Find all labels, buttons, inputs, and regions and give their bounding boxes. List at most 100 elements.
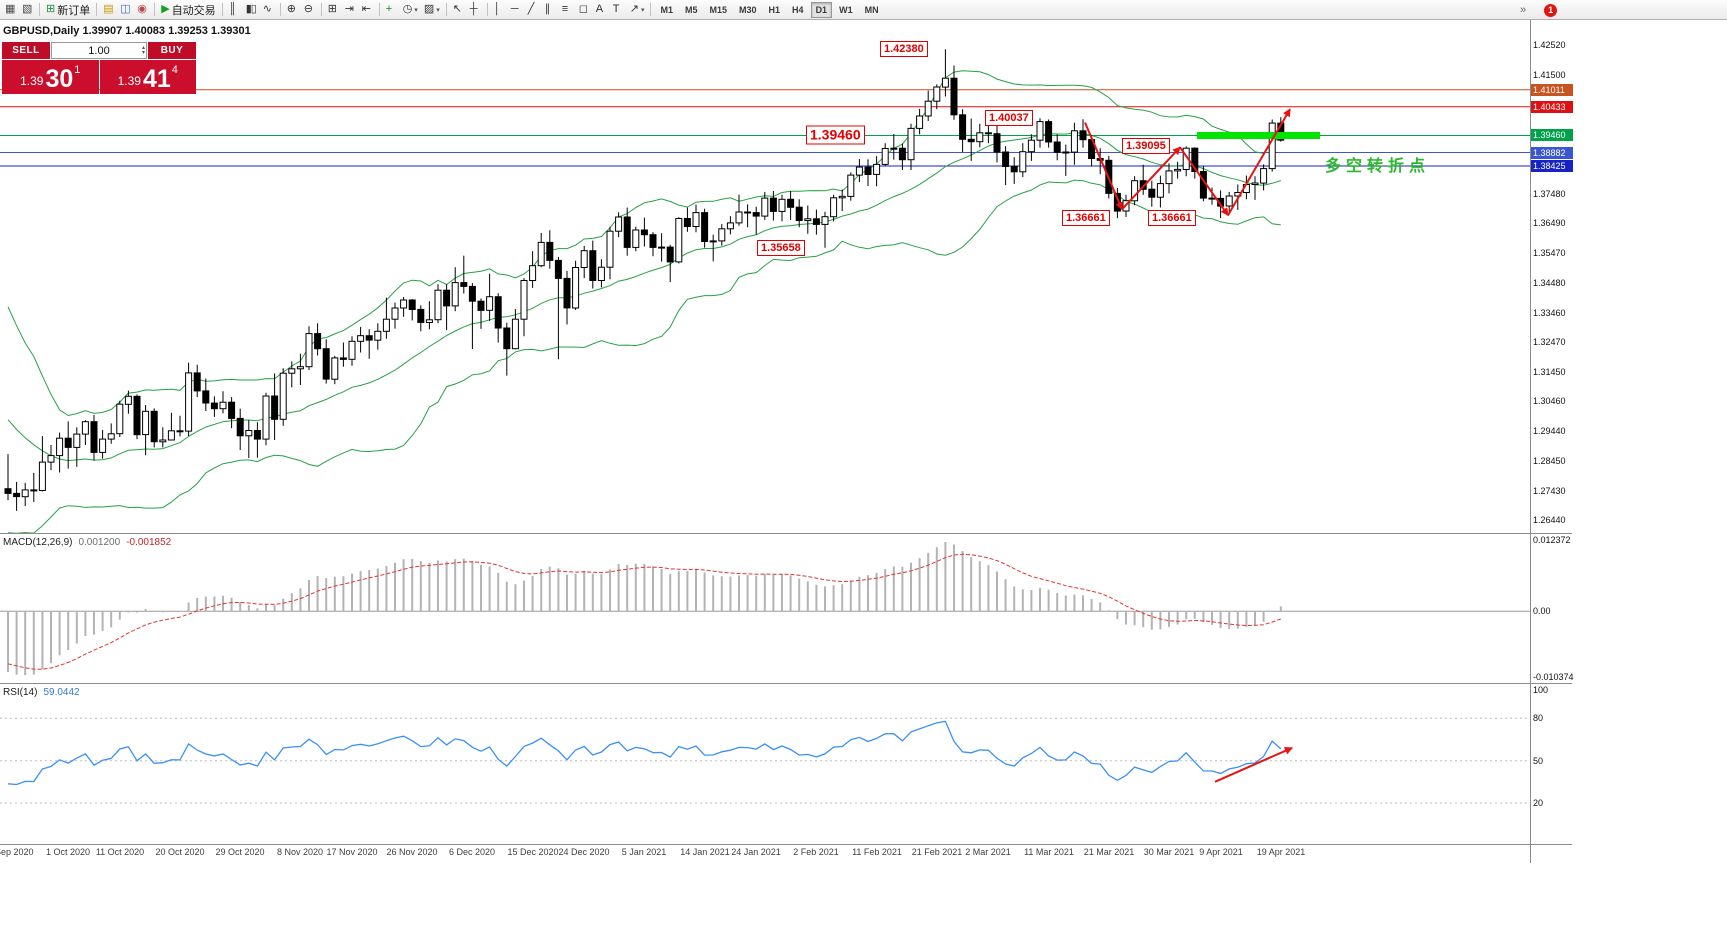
sell-price-digits: 30 (45, 65, 74, 93)
spinner-up-icon[interactable]: ▴ (141, 44, 145, 51)
support-band-highlight[interactable] (1197, 132, 1320, 139)
time-axis-label: 17 Nov 2020 (326, 847, 378, 857)
new-chart-button[interactable]: ▦ (2, 1, 19, 18)
zoom-in-button[interactable]: ⊕ (284, 1, 301, 18)
rsi-trend-arrow[interactable] (1214, 746, 1293, 783)
macd-scale-label: -0.010374 (1533, 672, 1574, 682)
line-chart-button[interactable]: ∿ (260, 1, 277, 18)
crosshair-icon: ┼ (469, 3, 478, 15)
notification-badge[interactable]: 1 (1544, 3, 1558, 17)
macd-panel[interactable] (0, 534, 1530, 683)
time-axis-label: 24 Jan 2021 (731, 847, 781, 857)
trend-zigzag-arrows[interactable] (1084, 108, 1291, 217)
sell-button[interactable]: SELL (2, 42, 50, 59)
channel-button[interactable]: ∥ (542, 1, 559, 18)
time-axis-label: 19 Apr 2021 (1256, 847, 1306, 857)
horizontal-level-lines[interactable] (0, 89, 1530, 167)
spinner-down-icon[interactable]: ▾ (141, 49, 145, 56)
buy-price-prefix: 1.39 (117, 74, 141, 88)
price-axis-label: 1.41500 (1533, 70, 1566, 80)
timeframe-m5-button[interactable]: M5 (680, 2, 703, 18)
timeframe-d1-button[interactable]: D1 (810, 1, 833, 18)
time-axis-label: 15 Dec 2020 (507, 847, 559, 857)
timeframe-m30-button[interactable]: M30 (734, 2, 762, 18)
fibonacci-button[interactable]: ≡ (559, 1, 576, 18)
cursor-button[interactable]: ↖ (450, 1, 467, 18)
candles (4, 49, 1285, 511)
time-axis-label: 2 Mar 2021 (965, 847, 1011, 857)
rsi-line (7, 720, 1282, 786)
macd-signal-line (7, 553, 1281, 670)
strategy-tester-icon: ◉ (137, 3, 147, 15)
macd-scale-label: 0.00 (1533, 606, 1551, 616)
fibonacci-icon: ≡ (561, 3, 569, 15)
price-tag: 1.38425 (1531, 160, 1573, 172)
timeframe-mn-button[interactable]: MN (860, 2, 884, 18)
horizontal-line-button[interactable]: ─ (508, 1, 525, 18)
buy-button[interactable]: BUY (148, 42, 196, 59)
volume-value: 1.00 (88, 44, 110, 57)
text-button[interactable]: A (593, 1, 610, 18)
vertical-line-button[interactable]: │ (491, 1, 508, 18)
trade-widget-top-row: SELL 1.00 ▴ ▾ BUY (2, 42, 196, 59)
rsi-panel[interactable] (0, 684, 1530, 844)
price-chart-panel[interactable] (0, 20, 1530, 533)
tile-windows-icon: ⊞ (327, 3, 337, 15)
toolbar-separator (650, 3, 652, 16)
toolbar: ▦ ▧ ⊞ 新订单 ▤ ◫ ◉ ▶ 自动交易 ║ ▮▯ ∿ ⊕ ⊖ ⊞ ⇥ ⇤ + ◷ ▾ ▨ ▾ ↖ ┼ │ ─ ╱ ∥ ≡ ◻ A T ↗ ▾… (0, 0, 1727, 20)
timeframe-m15-button[interactable]: M15 (705, 2, 733, 18)
toolbar-separator (96, 3, 98, 16)
timeframe-m1-button[interactable]: M1 (655, 2, 678, 18)
arrows-button[interactable]: ↗ ▾ (627, 1, 648, 18)
toolbar-overflow-button[interactable]: » (1514, 3, 1532, 17)
indicators-button[interactable]: + (383, 1, 400, 18)
shapes-button[interactable]: ◻ (576, 1, 593, 18)
data-window-button[interactable]: ◫ (117, 1, 134, 18)
line-chart-icon: ∿ (262, 3, 272, 15)
channel-icon: ∥ (544, 3, 550, 15)
bar-chart-icon: ║ (228, 3, 237, 15)
price-tag: 1.40433 (1531, 101, 1573, 113)
periods-button[interactable]: ◷ ▾ (400, 1, 421, 18)
timeframe-h4-button[interactable]: H4 (787, 2, 809, 18)
time-axis-label: 21 Feb 2021 (911, 847, 963, 857)
timeframe-h1-button[interactable]: H1 (764, 2, 786, 18)
indicators-icon: + (385, 3, 393, 15)
data-window-icon: ◫ (120, 3, 130, 15)
market-watch-button[interactable]: ▤ (100, 1, 117, 18)
vertical-line-icon: │ (493, 3, 501, 15)
tile-windows-button[interactable]: ⊞ (325, 1, 342, 18)
crosshair-button[interactable]: ┼ (467, 1, 484, 18)
bar-chart-button[interactable]: ║ (226, 1, 243, 18)
candlestick-chart-icon: ▮▯ (245, 3, 257, 15)
auto-trading-button[interactable]: ▶ 自动交易 (158, 1, 218, 18)
price-axis-line (1530, 20, 1531, 863)
trendline-button[interactable]: ╱ (525, 1, 542, 18)
candlestick-chart-button[interactable]: ▮▯ (243, 1, 260, 18)
volume-field[interactable]: 1.00 ▴ ▾ (51, 42, 147, 59)
strategy-tester-button[interactable]: ◉ (134, 1, 151, 18)
auto-scroll-button[interactable]: ⇥ (342, 1, 359, 18)
time-axis-label: 20 Oct 2020 (155, 847, 205, 857)
time-axis-label: 11 Oct 2020 (95, 847, 145, 857)
panel-separator[interactable] (0, 683, 1572, 684)
label-button[interactable]: T (610, 1, 627, 18)
profiles-button[interactable]: ▧ (19, 1, 36, 18)
price-axis-label: 1.29440 (1533, 426, 1566, 436)
new-order-button[interactable]: ⊞ 新订单 (43, 1, 93, 18)
zoom-out-button[interactable]: ⊖ (301, 1, 318, 18)
volume-spinner[interactable]: ▴ ▾ (142, 43, 145, 58)
toolbar-separator (154, 3, 156, 16)
time-axis-label: 26 Nov 2020 (386, 847, 438, 857)
buy-price-button[interactable]: 1.39 41 4 (99, 60, 196, 94)
sell-price-pipette: 1 (74, 64, 81, 76)
templates-button[interactable]: ▨ ▾ (421, 1, 443, 18)
sell-price-button[interactable]: 1.39 30 1 (2, 60, 99, 94)
profiles-icon: ▧ (22, 3, 32, 15)
time-axis-label: 11 Feb 2021 (852, 847, 902, 857)
chart-shift-button[interactable]: ⇤ (359, 1, 376, 18)
price-axis-label: 1.28450 (1533, 456, 1566, 466)
panel-separator[interactable] (0, 533, 1572, 534)
timeframe-w1-button[interactable]: W1 (834, 2, 858, 18)
new-order-button-label: 新订单 (57, 4, 91, 17)
